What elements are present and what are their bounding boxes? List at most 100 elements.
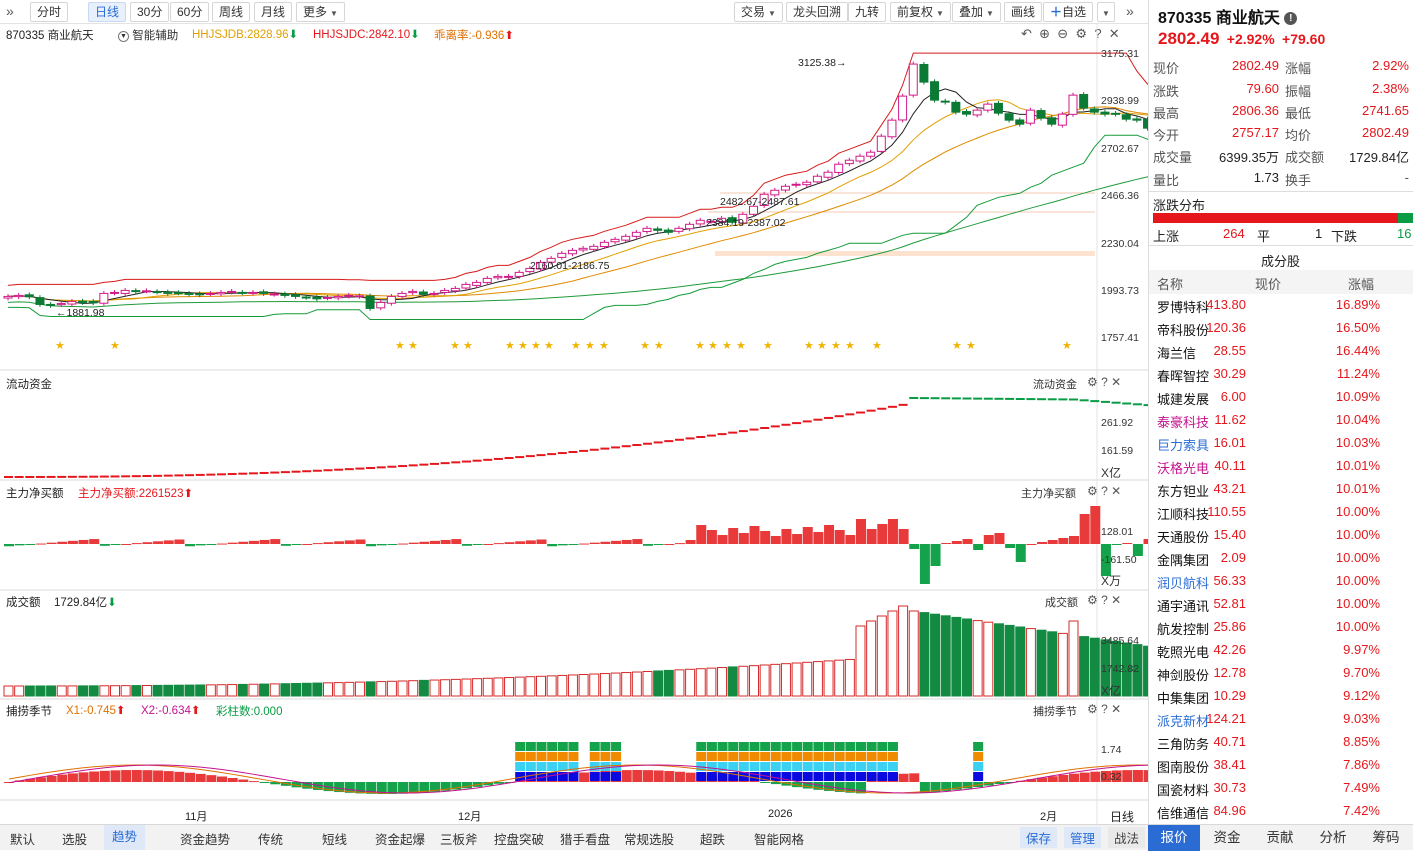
- nine-turn-button[interactable]: 九转: [848, 2, 887, 22]
- close-icon[interactable]: ✕: [1111, 484, 1122, 498]
- header-price[interactable]: 现价: [1255, 277, 1282, 292]
- stock-name[interactable]: 巨力索具: [1157, 438, 1210, 453]
- tab-60min[interactable]: 60分: [170, 2, 210, 22]
- list-item[interactable]: 金隅集团 2.09 10.00%: [1149, 547, 1413, 570]
- stock-name[interactable]: 帝科股份: [1157, 323, 1210, 338]
- adjust-menu[interactable]: 前复权 ▼: [890, 2, 951, 22]
- list-item[interactable]: 帝科股份 120.36 16.50%: [1149, 317, 1413, 340]
- list-item[interactable]: 东方钽业 43.21 10.01%: [1149, 478, 1413, 501]
- stock-name[interactable]: 图南股份: [1157, 760, 1210, 775]
- help-icon[interactable]: ?: [1094, 26, 1102, 41]
- collapse-right-icon[interactable]: »: [1126, 3, 1134, 19]
- close-icon[interactable]: ✕: [1108, 26, 1120, 41]
- tab-fund-burst[interactable]: 资金起爆: [375, 833, 426, 847]
- list-item[interactable]: 润贝航科 56.33 10.00%: [1149, 570, 1413, 593]
- settings-icon[interactable]: ⚙: [1075, 26, 1088, 41]
- kline-chart[interactable]: ★ ★ ★ ★ ★ ★ ★ ★ ★ ★ ★ ★ ★ ★ ★ ★ ★ ★ ★ ★ ★ ★ ★ ★ ★ ★ ★ ★: [0, 24, 1148, 824]
- list-item[interactable]: 泰豪科技 11.62 10.04%: [1149, 409, 1413, 432]
- list-item[interactable]: 派克新材 124.21 9.03%: [1149, 708, 1413, 731]
- header-name[interactable]: 名称: [1157, 277, 1184, 292]
- save-button[interactable]: 保存: [1020, 827, 1058, 848]
- header-change[interactable]: 涨幅: [1348, 277, 1375, 292]
- manage-button[interactable]: 管理: [1064, 827, 1102, 848]
- leader-backtrack-button[interactable]: 龙头回溯: [786, 2, 849, 22]
- list-item[interactable]: 江顺科技 110.55 10.00%: [1149, 501, 1413, 524]
- trade-menu[interactable]: 交易 ▼: [734, 2, 783, 22]
- list-item[interactable]: 三角防务 40.71 8.85%: [1149, 731, 1413, 754]
- list-item[interactable]: 国瓷材料 30.73 7.49%: [1149, 777, 1413, 800]
- list-item[interactable]: 巨力索具 16.01 10.03%: [1149, 432, 1413, 455]
- stock-name[interactable]: 海兰信: [1157, 346, 1197, 361]
- settings-icon[interactable]: ⚙: [1087, 702, 1098, 716]
- tab-control-break[interactable]: 控盘突破: [494, 833, 545, 847]
- tab-hunter[interactable]: 猎手看盘: [560, 833, 611, 847]
- stock-name[interactable]: 泰豪科技: [1157, 415, 1210, 430]
- tab-regular-pick[interactable]: 常规选股: [624, 833, 675, 847]
- strategy-button[interactable]: 战法: [1108, 827, 1146, 848]
- zoom-out-icon[interactable]: ⊖: [1057, 26, 1069, 41]
- tab-funds[interactable]: 资金: [1213, 830, 1241, 845]
- close-icon[interactable]: ✕: [1111, 593, 1122, 607]
- list-item[interactable]: 罗博特科 413.80 16.89%: [1149, 294, 1413, 317]
- stock-name[interactable]: 江顺科技: [1157, 507, 1210, 522]
- tab-default[interactable]: 默认: [10, 833, 36, 847]
- list-item[interactable]: 航发控制 25.86 10.00%: [1149, 616, 1413, 639]
- tab-shortline[interactable]: 短线: [322, 833, 348, 847]
- tab-trend[interactable]: 趋势: [104, 825, 146, 850]
- draw-button[interactable]: 画线: [1004, 2, 1043, 22]
- stock-name[interactable]: 东方钽业: [1157, 484, 1210, 499]
- list-item[interactable]: 城建发展 6.00 10.09%: [1149, 386, 1413, 409]
- stock-name[interactable]: 天通股份: [1157, 530, 1210, 545]
- settings-icon[interactable]: ⚙: [1087, 484, 1098, 498]
- overlay-menu[interactable]: 叠加 ▼: [952, 2, 1001, 22]
- stock-name[interactable]: 三角防务: [1157, 737, 1210, 752]
- smart-assist-toggle[interactable]: ▼ 智能辅助: [118, 27, 178, 43]
- stock-name[interactable]: 沃格光电: [1157, 461, 1210, 476]
- help-icon[interactable]: ?: [1101, 593, 1108, 607]
- help-icon[interactable]: ?: [1101, 484, 1108, 498]
- tab-analysis[interactable]: 分析: [1319, 830, 1347, 845]
- list-item[interactable]: 图南股份 38.41 7.86%: [1149, 754, 1413, 777]
- settings-icon[interactable]: ⚙: [1087, 375, 1098, 389]
- list-item[interactable]: 海兰信 28.55 16.44%: [1149, 340, 1413, 363]
- help-icon[interactable]: ?: [1101, 375, 1108, 389]
- tab-daily[interactable]: 日线: [88, 2, 127, 22]
- close-icon[interactable]: ✕: [1111, 375, 1122, 389]
- collapse-left-icon[interactable]: »: [6, 3, 14, 19]
- list-item[interactable]: 沃格光电 40.11 10.01%: [1149, 455, 1413, 478]
- tab-weekly[interactable]: 周线: [212, 2, 251, 22]
- tab-monthly[interactable]: 月线: [254, 2, 293, 22]
- stock-name[interactable]: 罗博特科: [1157, 300, 1210, 315]
- tab-fund-trend[interactable]: 资金趋势: [180, 833, 231, 847]
- tab-oversold[interactable]: 超跌: [700, 833, 726, 847]
- tab-quote[interactable]: 报价: [1148, 825, 1200, 851]
- tab-minute[interactable]: 分时: [30, 2, 69, 22]
- close-icon[interactable]: ✕: [1111, 702, 1122, 716]
- tab-30min[interactable]: 30分: [130, 2, 170, 22]
- stock-name[interactable]: 航发控制: [1157, 622, 1210, 637]
- tab-more[interactable]: 更多 ▼: [296, 2, 345, 22]
- stock-name[interactable]: 乾照光电: [1157, 645, 1210, 660]
- tab-contribution[interactable]: 贡献: [1266, 830, 1294, 845]
- stock-name[interactable]: 信维通信: [1157, 806, 1210, 821]
- info-icon[interactable]: !: [1284, 12, 1298, 25]
- stock-name[interactable]: 金隅集团: [1157, 553, 1210, 568]
- stock-name[interactable]: 城建发展: [1157, 392, 1210, 407]
- list-item[interactable]: 信维通信 84.96 7.42%: [1149, 800, 1413, 823]
- tab-three-axes[interactable]: 三板斧: [440, 833, 478, 847]
- stock-name[interactable]: 润贝航科: [1157, 576, 1210, 591]
- add-watchlist-button[interactable]: ＋自选: [1043, 2, 1094, 22]
- list-item[interactable]: 春晖智控 30.29 11.24%: [1149, 363, 1413, 386]
- stock-name[interactable]: 神剑股份: [1157, 668, 1210, 683]
- settings-icon[interactable]: ⚙: [1087, 593, 1098, 607]
- zoom-in-icon[interactable]: ⊕: [1039, 26, 1051, 41]
- back-icon[interactable]: ↶: [1021, 26, 1032, 41]
- list-item[interactable]: 天通股份 15.40 10.00%: [1149, 524, 1413, 547]
- list-item[interactable]: 乾照光电 42.26 9.97%: [1149, 639, 1413, 662]
- tab-traditional[interactable]: 传统: [258, 833, 284, 847]
- list-item[interactable]: 通宇通讯 52.81 10.00%: [1149, 593, 1413, 616]
- tab-stock-pick[interactable]: 选股: [62, 833, 88, 847]
- list-item[interactable]: 中集集团 10.29 9.12%: [1149, 685, 1413, 708]
- tab-chips[interactable]: 筹码: [1372, 830, 1400, 845]
- stock-name[interactable]: 春晖智控: [1157, 369, 1210, 384]
